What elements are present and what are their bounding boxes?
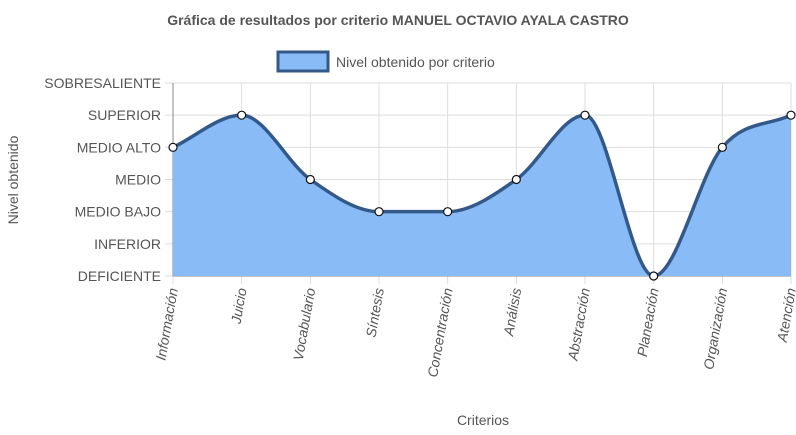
x-tick-label: Información [152, 287, 180, 362]
legend-swatch [276, 50, 330, 73]
y-tick-label: MEDIO ALTO [77, 139, 161, 155]
data-point-Síntesis[interactable] [374, 207, 384, 217]
legend-label: Nivel obtenido por criterio [336, 54, 495, 70]
x-tick-label: Juicio [227, 287, 249, 326]
y-axis-title: Nivel obtenido [5, 135, 21, 224]
y-axis-ticks: DEFICIENTE INFERIOR MEDIO BAJO MEDIO MEDIO A… [44, 75, 161, 284]
data-point-Atención[interactable] [786, 110, 796, 120]
data-points [168, 110, 796, 281]
data-point-Planeación[interactable] [649, 271, 659, 281]
x-tick-label: Organización [700, 287, 730, 371]
x-tick-label: Atención [774, 287, 796, 345]
x-tick-label: Análisis [500, 287, 524, 338]
data-point-Información[interactable] [168, 142, 178, 152]
y-tick-label: MEDIO [115, 172, 161, 188]
data-point-Juicio[interactable] [237, 110, 247, 120]
chart-title: Gráfica de resultados por criterio MANUE… [167, 12, 629, 28]
data-point-Abstracción[interactable] [580, 110, 590, 120]
y-tick-label: INFERIOR [94, 236, 161, 252]
x-tick-label: Síntesis [363, 287, 387, 339]
x-axis-ticks: Información Juicio Vocabulario Síntesis Conc… [152, 287, 796, 379]
legend[interactable]: Nivel obtenido por criterio [276, 50, 495, 73]
y-tick-label: SOBRESALIENTE [44, 75, 161, 91]
y-tick-label: DEFICIENTE [78, 268, 161, 284]
y-tick-label: MEDIO BAJO [75, 204, 161, 220]
x-tick-label: Concentración [424, 287, 455, 379]
y-tick-label: SUPERIOR [88, 107, 161, 123]
data-point-Vocabulario[interactable] [305, 174, 315, 185]
x-tick-label: Abstracción [564, 287, 593, 363]
data-point-Organización[interactable] [717, 142, 727, 152]
series [172, 113, 792, 278]
x-tick-label: Planeación [634, 287, 662, 358]
data-point-Concentración[interactable] [443, 207, 453, 217]
series-area [173, 115, 791, 276]
x-axis-title: Criterios [457, 412, 509, 428]
x-tick-label: Vocabulario [290, 287, 319, 362]
data-point-Análisis[interactable] [511, 174, 521, 185]
